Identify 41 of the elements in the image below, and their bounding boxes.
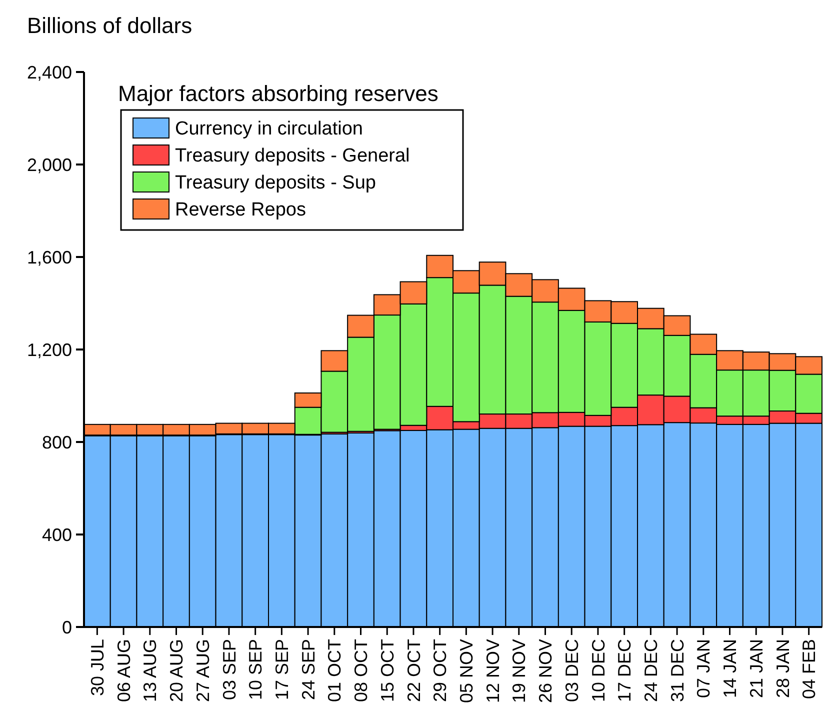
x-tick-label: 14 JAN	[720, 639, 740, 698]
x-tick-label: 17 DEC	[614, 639, 635, 702]
x-tick-label: 20 AUG	[166, 639, 187, 702]
y-tick-label: 2,000	[26, 154, 72, 175]
x-tick-label: 05 NOV	[456, 639, 476, 704]
y-axis-title: Billions of dollars	[27, 13, 192, 38]
x-tick-label: 30 JUL	[87, 639, 108, 696]
x-tick-label: 27 AUG	[192, 639, 213, 702]
x-tick-label: 31 DEC	[667, 639, 688, 702]
x-tick-label: 21 JAN	[746, 639, 766, 698]
y-tick-label: 800	[42, 432, 72, 452]
legend-label: Currency in circulation	[175, 118, 363, 140]
x-tick-label: 03 SEP	[219, 639, 240, 700]
x-tick-label: 01 OCT	[324, 639, 345, 702]
legend-label: Treasury deposits - Sup	[175, 172, 376, 194]
legend-title: Major factors absorbing reserves	[118, 81, 438, 106]
x-tick-label: 29 OCT	[430, 639, 450, 702]
y-tick-label: 400	[42, 524, 72, 545]
x-tick-label: 07 JAN	[694, 639, 714, 698]
x-tick-label: 26 NOV	[536, 639, 556, 704]
x-tick-label: 10 SEP	[246, 639, 266, 700]
y-tick-label: 0	[62, 617, 72, 638]
x-tick-label: 28 JAN	[772, 639, 793, 698]
x-tick-label: 06 AUG	[114, 639, 134, 702]
legend-label: Treasury deposits - General	[175, 146, 410, 167]
x-tick-label: 13 AUG	[140, 639, 160, 702]
x-tick-label: 24 SEP	[298, 639, 318, 700]
x-tick-label: 03 DEC	[562, 639, 582, 702]
y-tick-label: 2,400	[26, 62, 72, 82]
x-tick-label: 15 OCT	[377, 639, 398, 702]
x-tick-label: 04 FEB	[799, 639, 820, 700]
y-tick-label: 1,200	[26, 340, 72, 360]
x-tick-label: 19 NOV	[509, 639, 530, 704]
y-tick-label: 1,600	[26, 247, 72, 268]
x-tick-label: 17 SEP	[272, 639, 292, 700]
x-tick-label: 08 OCT	[351, 639, 372, 702]
x-tick-label: 10 DEC	[588, 639, 608, 702]
legend-label: Reverse Repos	[175, 200, 306, 221]
x-tick-label: 12 NOV	[482, 639, 503, 704]
x-tick-label: 24 DEC	[640, 639, 661, 702]
x-tick-label: 22 OCT	[404, 639, 424, 702]
